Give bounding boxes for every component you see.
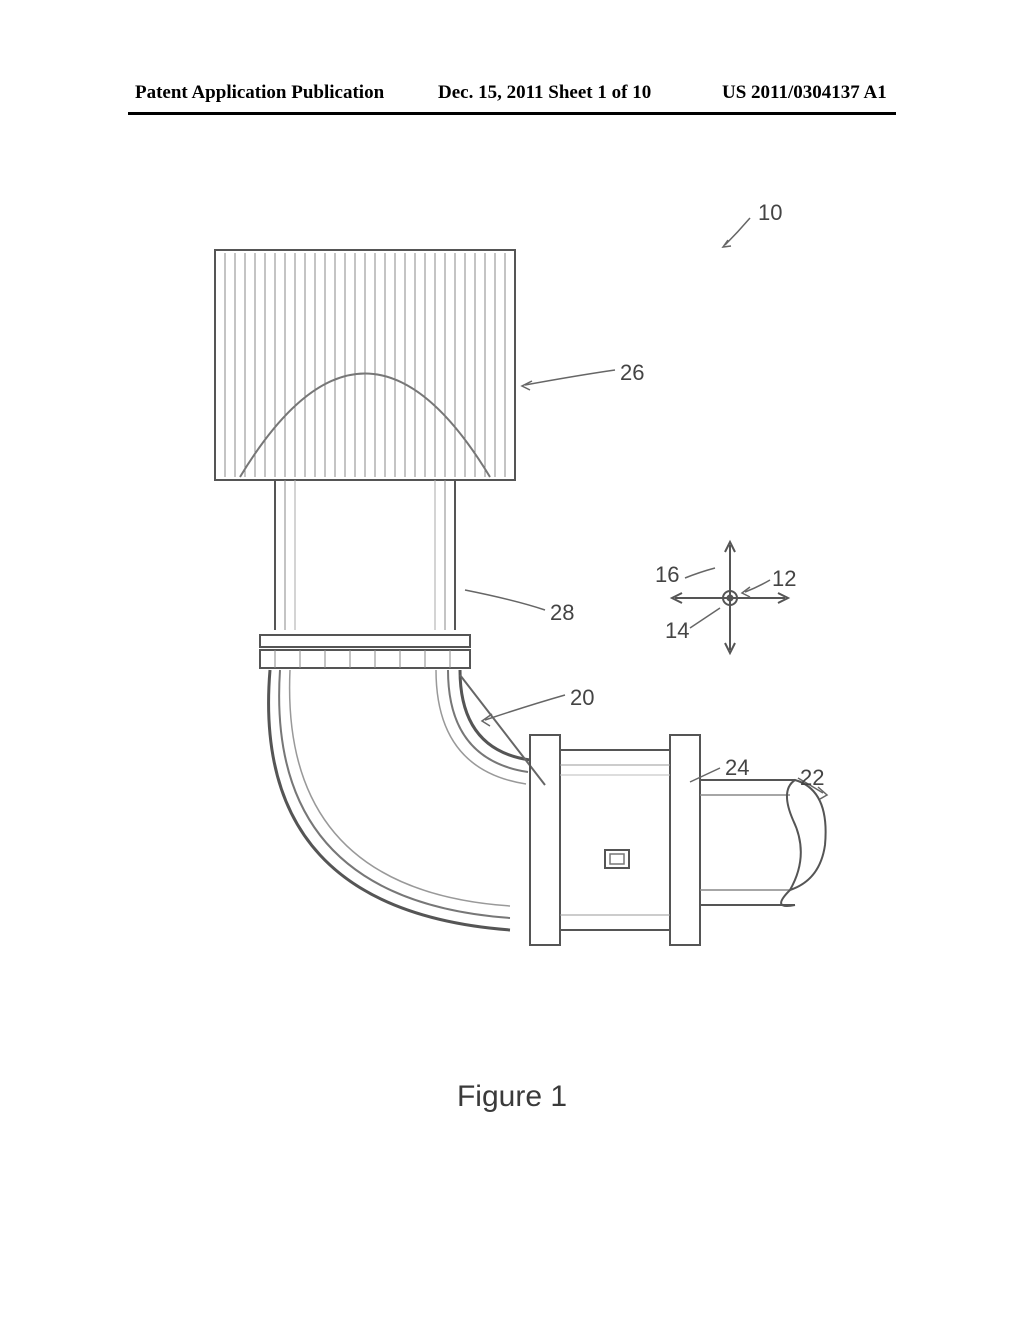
header-center: Dec. 15, 2011 Sheet 1 of 10: [438, 82, 651, 104]
ref-26: 26: [620, 360, 644, 386]
header-left: Patent Application Publication: [135, 82, 384, 104]
page-header: Patent Application Publication Dec. 15, …: [0, 82, 1024, 112]
ref-24: 24: [725, 755, 749, 781]
figure-caption: Figure 1: [0, 1080, 1024, 1114]
header-rule: [128, 112, 896, 115]
ref-22: 22: [800, 765, 824, 791]
header-right: US 2011/0304137 A1: [722, 82, 887, 104]
page: Patent Application Publication Dec. 15, …: [0, 0, 1024, 1320]
figure-area: 10 26 28 20 16 12 14 24 22: [130, 190, 900, 1070]
ref-28: 28: [550, 600, 574, 626]
ref-16: 16: [655, 562, 679, 588]
ref-10: 10: [758, 200, 782, 226]
ref-20: 20: [570, 685, 594, 711]
patent-drawing: [130, 190, 900, 1070]
ref-14: 14: [665, 618, 689, 644]
ref-12: 12: [772, 566, 796, 592]
